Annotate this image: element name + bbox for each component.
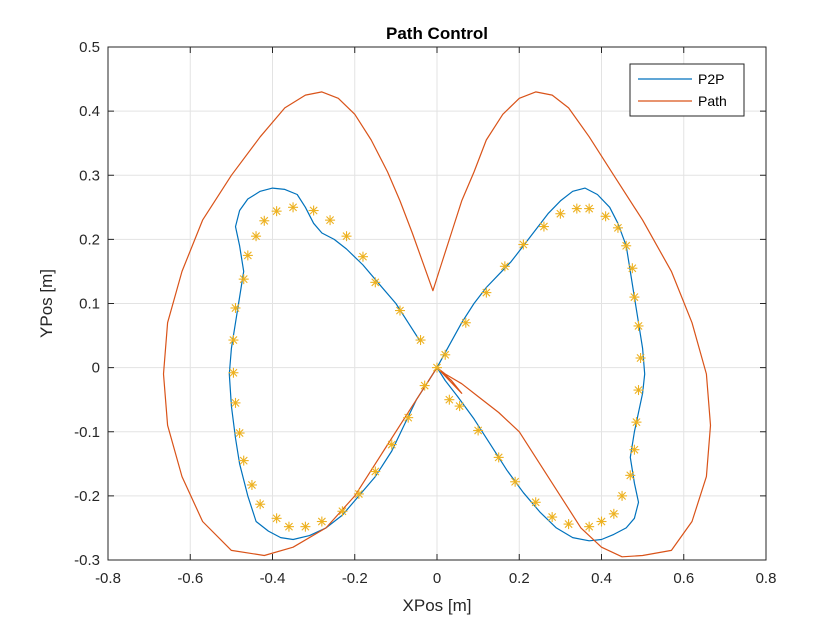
star-marker	[584, 203, 595, 214]
star-marker	[370, 466, 381, 477]
star-marker	[633, 320, 644, 331]
star-marker	[357, 251, 368, 262]
star-marker	[454, 401, 465, 412]
star-marker	[415, 335, 426, 346]
star-marker	[419, 380, 430, 391]
x-tick-label: -0.4	[260, 570, 286, 587]
legend-label: Path	[698, 93, 727, 109]
series-line-p2p	[228, 187, 646, 542]
star-marker	[246, 479, 257, 490]
star-marker	[394, 305, 405, 316]
y-tick-label: 0.3	[79, 167, 100, 184]
star-marker	[625, 470, 636, 481]
star-marker	[629, 444, 640, 455]
star-marker	[251, 231, 262, 242]
star-marker	[530, 497, 541, 508]
legend: P2P Path	[629, 63, 745, 117]
star-marker	[547, 512, 558, 523]
star-marker	[325, 215, 336, 226]
star-marker	[234, 428, 245, 439]
x-tick-label: 0	[433, 570, 441, 587]
star-marker	[386, 439, 397, 450]
star-marker	[499, 261, 510, 272]
star-marker	[288, 202, 299, 213]
grid	[107, 46, 767, 561]
y-tick-label: 0	[92, 360, 100, 377]
star-marker	[238, 455, 249, 466]
star-marker	[571, 203, 582, 214]
star-marker	[635, 353, 646, 364]
y-tick-label: 0.5	[79, 39, 100, 56]
star-marker	[510, 476, 521, 487]
star-marker	[493, 452, 504, 463]
chart-title: Path Control	[386, 24, 488, 43]
star-marker	[627, 263, 638, 274]
star-marker	[283, 521, 294, 532]
star-marker	[440, 349, 451, 360]
star-marker	[538, 221, 549, 232]
x-ticks: -0.8 -0.6 -0.4 -0.2 0 0.2 0.4 0.6 0.8	[95, 47, 776, 587]
x-tick-label: 0.4	[591, 570, 612, 587]
star-marker	[353, 488, 364, 499]
star-marker	[617, 490, 628, 501]
y-tick-label: 0.2	[79, 231, 100, 248]
star-marker	[271, 513, 282, 524]
star-marker	[563, 519, 574, 530]
star-marker	[555, 208, 566, 219]
star-marker	[584, 521, 595, 532]
star-marker	[259, 215, 270, 226]
star-marker	[629, 292, 640, 303]
star-marker	[633, 385, 644, 396]
star-marker	[596, 516, 607, 527]
x-tick-label: 0.2	[509, 570, 530, 587]
star-marker	[481, 287, 492, 298]
legend-label: P2P	[698, 71, 724, 87]
star-marker	[432, 362, 442, 373]
plot-area	[162, 91, 712, 558]
star-marker	[271, 206, 282, 217]
y-tick-label: 0.4	[79, 103, 100, 120]
x-tick-label: -0.8	[95, 570, 121, 587]
y-ticks: -0.3 -0.2 -0.1 0 0.1 0.2 0.3 0.4 0.5	[74, 39, 766, 569]
star-marker	[308, 205, 319, 216]
star-marker	[444, 394, 455, 405]
x-tick-label: -0.6	[177, 570, 203, 587]
y-axis-label: YPos [m]	[37, 269, 56, 338]
y-tick-label: 0.1	[79, 296, 100, 313]
y-tick-label: -0.1	[74, 424, 100, 441]
star-marker	[621, 240, 632, 251]
star-marker	[230, 302, 241, 313]
star-marker	[608, 508, 619, 519]
star-marker	[370, 277, 381, 288]
star-marker	[228, 367, 239, 378]
star-marker	[242, 250, 253, 261]
y-tick-label: -0.3	[74, 552, 100, 569]
star-marker	[473, 425, 484, 436]
x-tick-label: 0.6	[673, 570, 694, 587]
star-marker	[230, 397, 241, 408]
star-marker	[337, 506, 348, 517]
star-marker	[612, 222, 623, 233]
x-tick-label: -0.2	[342, 570, 368, 587]
legend-box	[629, 63, 745, 117]
x-axis-label: XPos [m]	[403, 596, 472, 615]
star-marker	[600, 211, 611, 222]
star-marker	[300, 521, 311, 532]
star-marker	[518, 239, 529, 250]
series-line-path	[162, 91, 712, 558]
y-tick-label: -0.2	[74, 488, 100, 505]
star-marker	[228, 335, 239, 346]
star-marker	[316, 516, 327, 527]
x-tick-label: 0.8	[756, 570, 777, 587]
star-marker	[255, 499, 266, 510]
star-marker	[460, 317, 471, 328]
star-marker	[631, 417, 642, 428]
star-marker	[341, 231, 352, 242]
star-marker	[238, 274, 249, 285]
star-marker	[403, 412, 414, 423]
